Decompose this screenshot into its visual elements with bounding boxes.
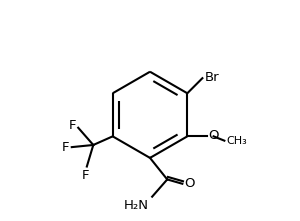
Text: F: F	[69, 119, 76, 132]
Text: CH₃: CH₃	[226, 136, 247, 146]
Text: F: F	[62, 141, 70, 154]
Text: F: F	[82, 169, 89, 182]
Text: O: O	[184, 177, 194, 190]
Text: O: O	[208, 130, 218, 142]
Text: Br: Br	[205, 70, 219, 84]
Text: H₂N: H₂N	[124, 199, 149, 212]
